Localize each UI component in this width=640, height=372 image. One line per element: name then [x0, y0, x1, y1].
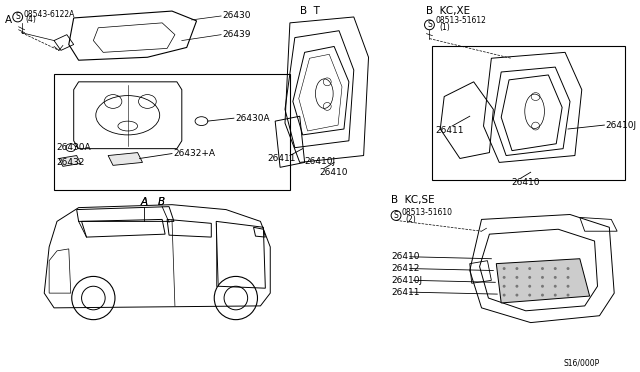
Circle shape [566, 294, 570, 296]
Circle shape [502, 267, 506, 270]
Circle shape [528, 285, 531, 288]
Circle shape [502, 294, 506, 296]
Text: (4): (4) [26, 15, 36, 25]
Circle shape [554, 267, 557, 270]
Text: (2): (2) [406, 215, 417, 224]
Circle shape [541, 276, 544, 279]
Text: 26411: 26411 [268, 154, 296, 163]
Polygon shape [59, 155, 81, 166]
Circle shape [541, 267, 544, 270]
Circle shape [528, 294, 531, 296]
Bar [54, 74, 290, 190]
Text: 26410J: 26410J [305, 157, 336, 166]
Circle shape [554, 294, 557, 296]
Circle shape [554, 276, 557, 279]
Polygon shape [496, 259, 589, 303]
Text: B  KC,XE: B KC,XE [426, 6, 470, 16]
Circle shape [515, 294, 518, 296]
Circle shape [528, 267, 531, 270]
Text: B  T: B T [300, 6, 319, 16]
Text: B: B [157, 197, 164, 207]
Circle shape [541, 294, 544, 296]
Text: (1): (1) [439, 23, 450, 32]
Text: S: S [394, 211, 399, 220]
Text: 26432+A: 26432+A [173, 149, 215, 158]
Bar [433, 46, 625, 180]
Text: A: A [141, 197, 148, 207]
Text: S: S [427, 20, 432, 29]
Text: S16/000P: S16/000P [563, 358, 600, 368]
Text: 26410J: 26410J [391, 276, 422, 285]
Text: A: A [141, 197, 148, 207]
Circle shape [502, 276, 506, 279]
Text: B: B [157, 197, 164, 207]
Circle shape [566, 276, 570, 279]
Text: 26432: 26432 [56, 158, 84, 167]
Text: 26430A: 26430A [56, 143, 91, 152]
Circle shape [528, 276, 531, 279]
Text: 26412: 26412 [391, 264, 419, 273]
Text: 08513-51610: 08513-51610 [402, 208, 453, 217]
Text: S: S [15, 13, 20, 22]
Circle shape [541, 285, 544, 288]
Text: 26411: 26411 [391, 288, 420, 296]
Text: 26430: 26430 [222, 12, 251, 20]
Circle shape [554, 285, 557, 288]
Text: 26439: 26439 [222, 30, 251, 39]
Circle shape [515, 285, 518, 288]
Text: 26410: 26410 [391, 252, 420, 261]
Circle shape [566, 267, 570, 270]
Circle shape [515, 276, 518, 279]
Text: 08513-51612: 08513-51612 [435, 16, 486, 25]
Polygon shape [108, 153, 143, 166]
Circle shape [515, 267, 518, 270]
Text: 26411: 26411 [435, 126, 464, 135]
Text: A: A [5, 15, 12, 25]
Text: 26430A: 26430A [235, 114, 269, 123]
Circle shape [566, 285, 570, 288]
Text: B  KC,SE: B KC,SE [391, 195, 435, 205]
Circle shape [502, 285, 506, 288]
Text: 26410: 26410 [511, 177, 540, 187]
Text: 26410: 26410 [319, 168, 348, 177]
Text: 26410J: 26410J [605, 121, 637, 129]
Text: 08543-6122A: 08543-6122A [24, 10, 75, 19]
